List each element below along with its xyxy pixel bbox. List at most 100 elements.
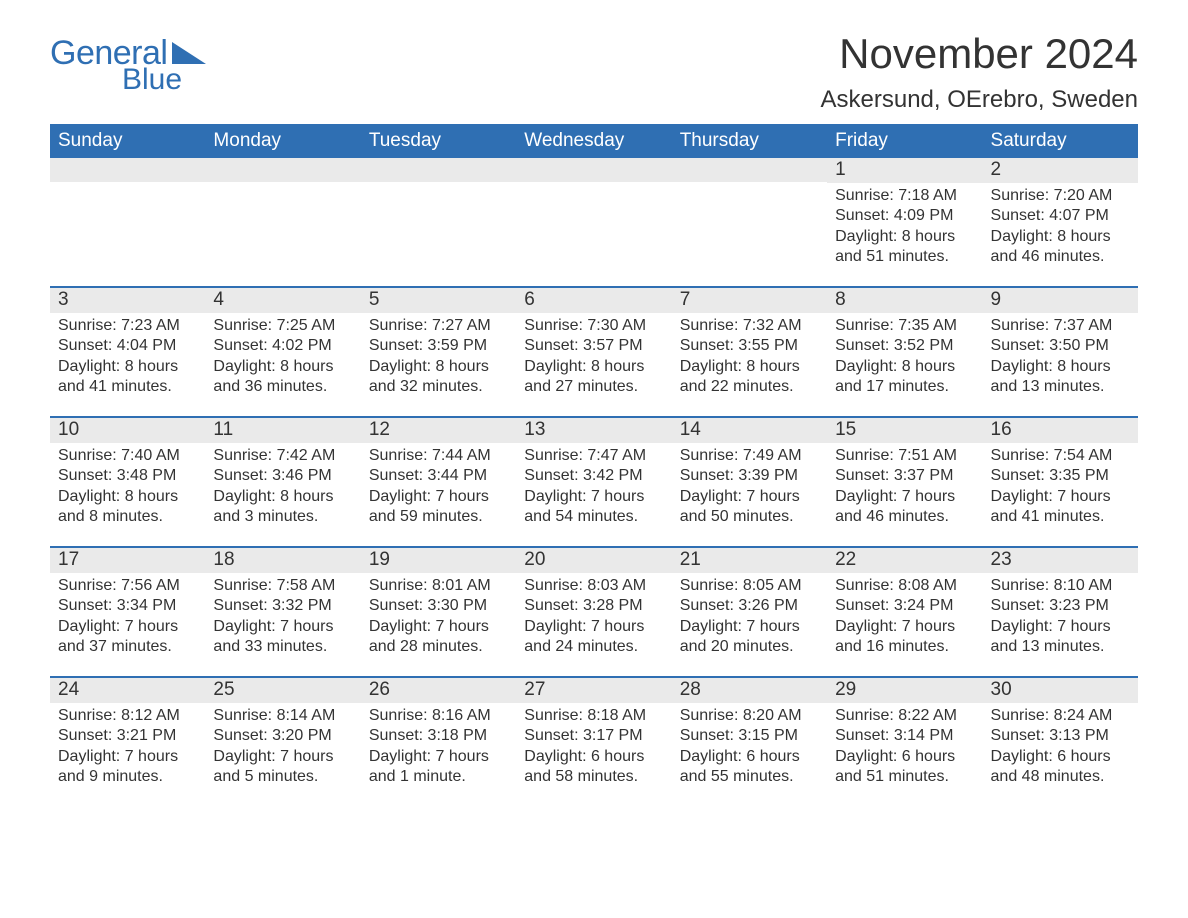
day-number: 13: [516, 418, 671, 443]
day-cell: 23Sunrise: 8:10 AMSunset: 3:23 PMDayligh…: [983, 548, 1138, 676]
day-body: Sunrise: 8:16 AMSunset: 3:18 PMDaylight:…: [361, 703, 516, 788]
sunrise-line: Sunrise: 7:35 AM: [835, 316, 974, 336]
day-cell: 24Sunrise: 8:12 AMSunset: 3:21 PMDayligh…: [50, 678, 205, 806]
calendar-page: General Blue November 2024 Askersund, OE…: [0, 0, 1188, 846]
week-row: 3Sunrise: 7:23 AMSunset: 4:04 PMDaylight…: [50, 286, 1138, 416]
daylight-line: Daylight: 7 hours and 24 minutes.: [524, 617, 663, 658]
daylight-line: Daylight: 8 hours and 46 minutes.: [991, 227, 1130, 268]
day-cell: 13Sunrise: 7:47 AMSunset: 3:42 PMDayligh…: [516, 418, 671, 546]
sunrise-line: Sunrise: 7:49 AM: [680, 446, 819, 466]
day-body: Sunrise: 8:12 AMSunset: 3:21 PMDaylight:…: [50, 703, 205, 788]
daylight-line: Daylight: 7 hours and 37 minutes.: [58, 617, 197, 658]
day-number: 26: [361, 678, 516, 703]
sunset-line: Sunset: 3:24 PM: [835, 596, 974, 616]
sunrise-line: Sunrise: 7:58 AM: [213, 576, 352, 596]
day-cell: 18Sunrise: 7:58 AMSunset: 3:32 PMDayligh…: [205, 548, 360, 676]
sunrise-line: Sunrise: 7:56 AM: [58, 576, 197, 596]
sunrise-line: Sunrise: 8:08 AM: [835, 576, 974, 596]
day-body: Sunrise: 8:08 AMSunset: 3:24 PMDaylight:…: [827, 573, 982, 658]
day-number: 22: [827, 548, 982, 573]
calendar-grid: SundayMondayTuesdayWednesdayThursdayFrid…: [50, 124, 1138, 806]
weeks-container: 1Sunrise: 7:18 AMSunset: 4:09 PMDaylight…: [50, 158, 1138, 806]
day-body: Sunrise: 7:37 AMSunset: 3:50 PMDaylight:…: [983, 313, 1138, 398]
day-cell: 27Sunrise: 8:18 AMSunset: 3:17 PMDayligh…: [516, 678, 671, 806]
day-cell: 6Sunrise: 7:30 AMSunset: 3:57 PMDaylight…: [516, 288, 671, 416]
sunrise-line: Sunrise: 8:22 AM: [835, 706, 974, 726]
day-number: [50, 158, 205, 182]
daylight-line: Daylight: 7 hours and 33 minutes.: [213, 617, 352, 658]
daylight-line: Daylight: 7 hours and 9 minutes.: [58, 747, 197, 788]
title-block: November 2024 Askersund, OErebro, Sweden: [821, 30, 1139, 114]
sunset-line: Sunset: 3:23 PM: [991, 596, 1130, 616]
sunset-line: Sunset: 3:17 PM: [524, 726, 663, 746]
day-number: 17: [50, 548, 205, 573]
sunrise-line: Sunrise: 7:42 AM: [213, 446, 352, 466]
sunset-line: Sunset: 3:59 PM: [369, 336, 508, 356]
day-number: 2: [983, 158, 1138, 183]
daylight-line: Daylight: 8 hours and 8 minutes.: [58, 487, 197, 528]
sunrise-line: Sunrise: 7:30 AM: [524, 316, 663, 336]
day-number: 29: [827, 678, 982, 703]
sunset-line: Sunset: 3:37 PM: [835, 466, 974, 486]
day-body: Sunrise: 7:58 AMSunset: 3:32 PMDaylight:…: [205, 573, 360, 658]
day-number: 21: [672, 548, 827, 573]
sunrise-line: Sunrise: 7:32 AM: [680, 316, 819, 336]
daylight-line: Daylight: 7 hours and 41 minutes.: [991, 487, 1130, 528]
day-number: 10: [50, 418, 205, 443]
day-number: 14: [672, 418, 827, 443]
sunrise-line: Sunrise: 8:14 AM: [213, 706, 352, 726]
weekday-header-row: SundayMondayTuesdayWednesdayThursdayFrid…: [50, 124, 1138, 158]
day-cell: [205, 158, 360, 286]
sunset-line: Sunset: 4:02 PM: [213, 336, 352, 356]
sunrise-line: Sunrise: 7:18 AM: [835, 186, 974, 206]
day-number: [516, 158, 671, 182]
sunset-line: Sunset: 3:55 PM: [680, 336, 819, 356]
weekday-header-cell: Saturday: [983, 124, 1138, 158]
day-number: 7: [672, 288, 827, 313]
sunrise-line: Sunrise: 8:18 AM: [524, 706, 663, 726]
day-body: Sunrise: 8:18 AMSunset: 3:17 PMDaylight:…: [516, 703, 671, 788]
day-body: Sunrise: 7:40 AMSunset: 3:48 PMDaylight:…: [50, 443, 205, 528]
day-cell: 22Sunrise: 8:08 AMSunset: 3:24 PMDayligh…: [827, 548, 982, 676]
day-body: Sunrise: 8:05 AMSunset: 3:26 PMDaylight:…: [672, 573, 827, 658]
day-cell: 3Sunrise: 7:23 AMSunset: 4:04 PMDaylight…: [50, 288, 205, 416]
day-cell: 5Sunrise: 7:27 AMSunset: 3:59 PMDaylight…: [361, 288, 516, 416]
day-cell: 16Sunrise: 7:54 AMSunset: 3:35 PMDayligh…: [983, 418, 1138, 546]
sunrise-line: Sunrise: 7:47 AM: [524, 446, 663, 466]
daylight-line: Daylight: 7 hours and 50 minutes.: [680, 487, 819, 528]
sunrise-line: Sunrise: 8:10 AM: [991, 576, 1130, 596]
sunset-line: Sunset: 3:13 PM: [991, 726, 1130, 746]
day-cell: 1Sunrise: 7:18 AMSunset: 4:09 PMDaylight…: [827, 158, 982, 286]
sunrise-line: Sunrise: 7:23 AM: [58, 316, 197, 336]
sunrise-line: Sunrise: 7:54 AM: [991, 446, 1130, 466]
sunrise-line: Sunrise: 7:25 AM: [213, 316, 352, 336]
sunrise-line: Sunrise: 7:40 AM: [58, 446, 197, 466]
day-cell: 25Sunrise: 8:14 AMSunset: 3:20 PMDayligh…: [205, 678, 360, 806]
day-body: Sunrise: 7:23 AMSunset: 4:04 PMDaylight:…: [50, 313, 205, 398]
day-cell: 21Sunrise: 8:05 AMSunset: 3:26 PMDayligh…: [672, 548, 827, 676]
day-cell: 8Sunrise: 7:35 AMSunset: 3:52 PMDaylight…: [827, 288, 982, 416]
week-row: 24Sunrise: 8:12 AMSunset: 3:21 PMDayligh…: [50, 676, 1138, 806]
daylight-line: Daylight: 8 hours and 27 minutes.: [524, 357, 663, 398]
day-cell: 30Sunrise: 8:24 AMSunset: 3:13 PMDayligh…: [983, 678, 1138, 806]
day-number: 18: [205, 548, 360, 573]
sunset-line: Sunset: 3:57 PM: [524, 336, 663, 356]
daylight-line: Daylight: 7 hours and 54 minutes.: [524, 487, 663, 528]
sunset-line: Sunset: 3:18 PM: [369, 726, 508, 746]
day-number: 30: [983, 678, 1138, 703]
day-number: 5: [361, 288, 516, 313]
sunrise-line: Sunrise: 7:27 AM: [369, 316, 508, 336]
day-body: Sunrise: 8:20 AMSunset: 3:15 PMDaylight:…: [672, 703, 827, 788]
sunset-line: Sunset: 4:07 PM: [991, 206, 1130, 226]
day-number: 25: [205, 678, 360, 703]
week-row: 17Sunrise: 7:56 AMSunset: 3:34 PMDayligh…: [50, 546, 1138, 676]
day-body: Sunrise: 7:47 AMSunset: 3:42 PMDaylight:…: [516, 443, 671, 528]
day-body: Sunrise: 7:54 AMSunset: 3:35 PMDaylight:…: [983, 443, 1138, 528]
location-text: Askersund, OErebro, Sweden: [821, 86, 1139, 114]
sunset-line: Sunset: 3:15 PM: [680, 726, 819, 746]
weekday-header-cell: Thursday: [672, 124, 827, 158]
brand-logo: General Blue: [50, 30, 206, 97]
header-row: General Blue November 2024 Askersund, OE…: [50, 30, 1138, 114]
sunset-line: Sunset: 3:35 PM: [991, 466, 1130, 486]
daylight-line: Daylight: 7 hours and 16 minutes.: [835, 617, 974, 658]
